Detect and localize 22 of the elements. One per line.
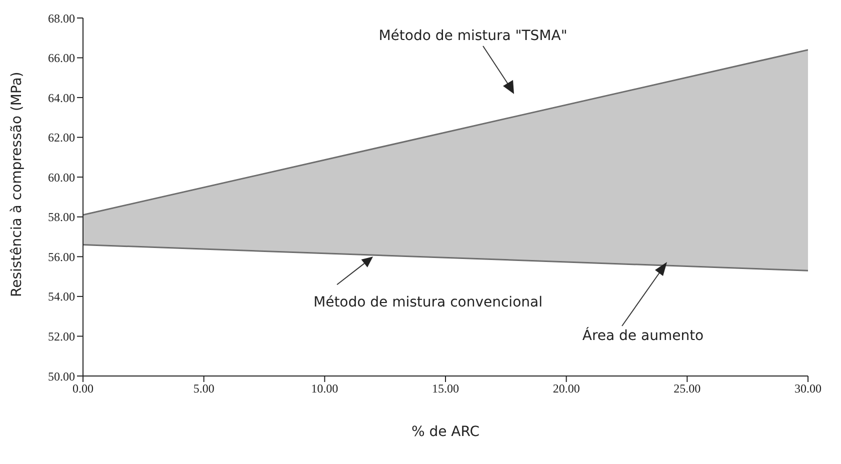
x-tick-label: 20.00 [552, 382, 580, 396]
y-tick-label: 50.00 [48, 369, 75, 384]
annotation: Método de mistura convencional [314, 294, 542, 311]
annotation: Área de aumento [581, 328, 705, 344]
y-tick-label: 54.00 [48, 290, 75, 304]
y-axis-title: Resistência à compressão (MPa) [8, 72, 25, 297]
y-tick-label: 52.00 [48, 329, 75, 344]
y-tick-label: 58.00 [48, 210, 75, 224]
x-tick-label: 25.00 [674, 382, 701, 396]
x-tick-label: 10.00 [311, 382, 338, 396]
annotation: Método de mistura "TSMA" [378, 28, 568, 44]
y-tick-label: 56.00 [48, 250, 75, 264]
y-tick-label: 66.00 [48, 51, 75, 66]
y-tick-label: 64.00 [48, 90, 75, 105]
x-tick-label: 15.00 [432, 382, 459, 396]
x-axis-title: % de ARC [411, 424, 480, 440]
y-tick-label: 62.00 [48, 130, 75, 145]
x-tick-label: 5.00 [193, 382, 214, 396]
y-tick-label: 68.00 [48, 11, 75, 26]
x-tick-label: 30.00 [794, 382, 822, 396]
x-tick-label: 0.00 [72, 382, 94, 396]
y-tick-label: 60.00 [48, 170, 75, 184]
